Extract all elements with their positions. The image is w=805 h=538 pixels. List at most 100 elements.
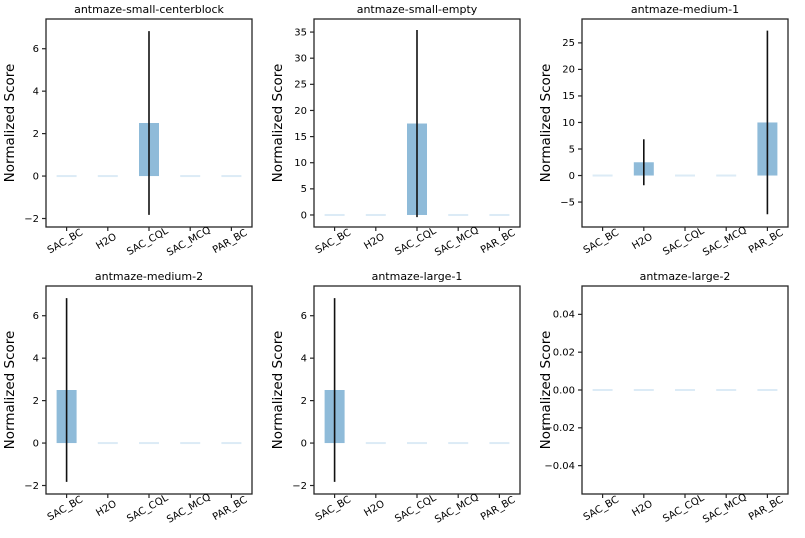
- x-tick-label: SAC_MCQ: [165, 225, 213, 259]
- y-tick-label: 0.04: [553, 310, 575, 321]
- x-tick-label: H2O: [362, 232, 386, 252]
- x-tick-label: SAC_MCQ: [701, 225, 749, 259]
- x-tick-label: SAC_MCQ: [433, 492, 481, 526]
- zero-bar-strip: [592, 174, 613, 177]
- subplot-antmaze-small-centerblock: −2 0 2 4 6 SAC_BC H2O SAC_CQL SAC_MCQ PAR_BC antma…: [0, 0, 268, 267]
- zero-bar-strip: [407, 442, 427, 445]
- y-tick-label: 6: [33, 44, 39, 55]
- zero-bar-strip: [324, 213, 345, 216]
- y-tick-label: −2: [24, 481, 39, 492]
- zero-bar-strip: [489, 213, 510, 216]
- zero-bar-strip: [97, 442, 118, 445]
- y-tick-label: 6: [301, 311, 307, 322]
- zero-bar-strip: [180, 442, 201, 445]
- subplot-antmaze-medium-1: −5 0 5 10 15 20 25 SAC_BC H2O SAC_CQL SAC_MCQ PAR_B…: [536, 0, 804, 267]
- x-tick-label: SAC_BC: [582, 494, 621, 523]
- zero-bar-strip: [139, 442, 159, 445]
- x-tick-label: SAC_BC: [46, 494, 85, 523]
- y-axis-label: Normalized Score: [538, 64, 554, 183]
- y-tick-label: 0: [33, 438, 39, 449]
- subplot-title: antmaze-small-centerblock: [74, 3, 224, 16]
- x-tick-label: H2O: [94, 232, 118, 252]
- y-axis-label: Normalized Score: [270, 331, 286, 450]
- y-tick-label: 0: [33, 171, 39, 182]
- x-tick-label: SAC_BC: [314, 227, 353, 256]
- zero-bar-strip: [675, 389, 695, 391]
- subplot-title: antmaze-medium-1: [631, 3, 739, 16]
- plot-area: [582, 19, 788, 227]
- x-tick-label: SAC_CQL: [661, 492, 706, 525]
- zero-bar-strip: [365, 213, 386, 216]
- zero-bar-strip: [489, 442, 510, 445]
- x-tick-label: PAR_BC: [747, 228, 785, 256]
- x-tick-label: SAC_BC: [46, 227, 85, 256]
- y-tick-label: −0.04: [544, 461, 575, 472]
- y-tick-label: 15: [294, 132, 307, 143]
- x-tick-label: SAC_CQL: [125, 492, 170, 525]
- y-tick-label: −0.02: [544, 423, 575, 434]
- subplot-title: antmaze-medium-2: [95, 270, 203, 283]
- y-tick-label: 2: [33, 129, 39, 140]
- chart-canvas: 0 5 10 15 20 25 30 35 SAC_BC H2O SAC_CQLSAC_MCQPAR…: [270, 3, 521, 259]
- y-tick-label: 20: [562, 65, 575, 76]
- y-axis-label: Normalized Score: [538, 331, 554, 450]
- plot-area: [46, 286, 252, 494]
- y-tick-label: 30: [294, 53, 307, 64]
- x-tick-label: H2O: [630, 499, 654, 519]
- y-tick-label: 35: [294, 27, 307, 38]
- x-tick-label: H2O: [94, 499, 118, 519]
- y-tick-label: 5: [569, 144, 575, 155]
- subplot-title: antmaze-small-empty: [357, 3, 478, 16]
- plot-area: [314, 286, 520, 494]
- zero-bar-strip: [448, 442, 469, 445]
- y-tick-label: 25: [294, 80, 307, 91]
- x-tick-label: SAC_BC: [314, 494, 353, 523]
- zero-bar-strip: [716, 174, 737, 177]
- y-axis-label: Normalized Score: [2, 64, 18, 183]
- zero-bar-strip: [221, 175, 242, 178]
- y-tick-label: 25: [562, 38, 575, 49]
- x-tick-label: SAC_MCQ: [165, 492, 213, 526]
- y-tick-label: 4: [301, 353, 307, 364]
- zero-bar-strip: [97, 175, 118, 178]
- zero-bar-strip: [180, 175, 201, 178]
- x-tick-label: SAC_CQL: [393, 225, 438, 258]
- x-tick-label: SAC_CQL: [125, 225, 170, 258]
- zero-bar-strip: [221, 442, 242, 445]
- x-tick-label: PAR_BC: [211, 495, 249, 523]
- y-tick-label: 5: [301, 184, 307, 195]
- x-tick-label: SAC_CQL: [393, 492, 438, 525]
- zero-bar-strip: [56, 175, 77, 178]
- subplot-antmaze-large-1: −2 0 2 4 6 SAC_BC H2O SAC_CQL SAC_MCQ PAR_BC antma…: [268, 267, 536, 534]
- x-tick-label: H2O: [630, 232, 654, 252]
- y-tick-label: 2: [33, 396, 39, 407]
- y-tick-label: 10: [294, 158, 307, 169]
- zero-bar-strip: [675, 174, 695, 177]
- subplot-antmaze-small-empty: 0 5 10 15 20 25 30 35 SAC_BC H2O SAC_CQL SAC_MCQ PAR…: [268, 0, 536, 267]
- x-tick-label: SAC_MCQ: [701, 492, 749, 526]
- x-tick-label: SAC_BC: [582, 227, 621, 256]
- x-tick-label: PAR_BC: [479, 495, 517, 523]
- chart-canvas: −5 0 5 10 15 20 25 SAC_BC H2O SAC_CQLSAC_MCQPAR_B…: [538, 3, 789, 259]
- y-tick-label: 10: [562, 118, 575, 129]
- y-tick-label: −5: [560, 197, 575, 208]
- y-tick-label: 0: [569, 171, 575, 182]
- y-tick-label: 6: [33, 311, 39, 322]
- chart-canvas: −0.04 −0.02 0.00 0.02 0.04 SAC_BC H2O SAC_CQLSA…: [538, 270, 789, 526]
- y-tick-label: −2: [292, 481, 307, 492]
- zero-bar-strip: [448, 213, 469, 216]
- x-tick-label: H2O: [362, 499, 386, 519]
- subplot-antmaze-large-2: −0.04 −0.02 0.00 0.02 0.04 SAC_BC H2O SAC_CQL SA…: [536, 267, 804, 534]
- zero-bar-strip: [633, 389, 654, 391]
- subplot-title: antmaze-large-2: [640, 270, 731, 283]
- y-tick-label: 0: [301, 438, 307, 449]
- y-tick-label: 2: [301, 396, 307, 407]
- subplot-antmaze-medium-2: −2 0 2 4 6 SAC_BC H2O SAC_CQL SAC_MCQ PAR_BC antma…: [0, 267, 268, 534]
- x-tick-label: SAC_MCQ: [433, 225, 481, 259]
- x-tick-label: SAC_CQL: [661, 225, 706, 258]
- x-tick-label: PAR_BC: [211, 228, 249, 256]
- zero-bar-strip: [757, 389, 778, 391]
- y-tick-label: 15: [562, 91, 575, 102]
